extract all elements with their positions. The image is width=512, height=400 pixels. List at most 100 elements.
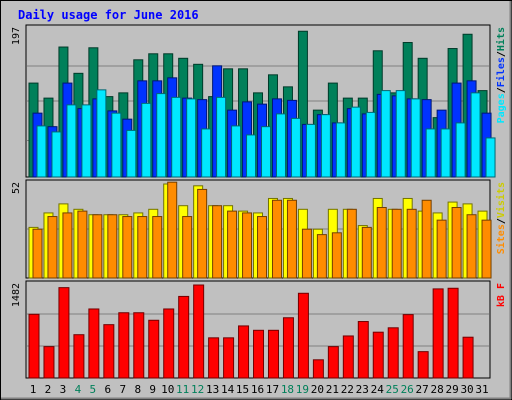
bar-kb-f-day-25 (387, 327, 399, 379)
bar-kb-f-day-3 (58, 287, 70, 379)
x-tick-label: 24 (371, 383, 385, 396)
bar-kb-f-day-18 (282, 317, 294, 379)
x-tick-label: 25 (386, 383, 399, 396)
bar-kb-f-day-4 (73, 334, 85, 379)
bar-sites-day-7 (122, 216, 133, 279)
bar-sites-day-30 (466, 214, 477, 279)
bar-pages-day-26 (410, 98, 421, 178)
bar-sites-day-31 (481, 219, 492, 279)
legend-entry: Files (495, 57, 507, 87)
legend: Sites/Visits (495, 182, 507, 254)
bar-sites-day-2 (47, 216, 58, 279)
x-tick-label: 22 (341, 383, 354, 396)
bar-pages-day-15 (246, 134, 257, 178)
x-tick-label: 17 (266, 383, 279, 396)
bar-sites-day-22 (346, 208, 357, 279)
x-tick-label: 23 (356, 383, 369, 396)
bar-sites-day-10 (167, 181, 178, 279)
bar-pages-day-28 (440, 128, 451, 178)
x-tick-label: 3 (60, 383, 67, 396)
bar-sites-day-26 (406, 208, 417, 279)
bar-sites-day-23 (361, 226, 372, 279)
bar-pages-day-12 (201, 128, 212, 178)
x-tick-label: 21 (326, 383, 339, 396)
legend-entry: Hits (495, 27, 507, 51)
bar-sites-day-11 (182, 216, 193, 279)
bar-pages-day-30 (470, 92, 481, 178)
bar-pages-day-19 (305, 123, 316, 178)
visits-panel: 52 Sites/Visits (11, 179, 507, 279)
bar-pages-day-25 (395, 90, 406, 178)
bar-kb-f-day-28 (432, 288, 444, 379)
x-tick-label: 13 (206, 383, 219, 396)
y-axis-max-label: 197 (11, 27, 22, 45)
bar-kb-f-day-17 (267, 329, 279, 379)
x-tick-label: 30 (460, 383, 473, 396)
bar-sites-day-19 (301, 228, 312, 279)
bar-sites-day-14 (227, 210, 238, 279)
bar-pages-day-14 (231, 125, 242, 178)
bar-kb-f-day-14 (223, 337, 235, 379)
bar-pages-day-24 (380, 90, 391, 178)
bar-sites-day-28 (436, 219, 447, 279)
bar-kb-f-day-11 (178, 295, 190, 379)
bar-kb-f-day-30 (462, 336, 474, 379)
x-tick-label: 5 (90, 383, 97, 396)
x-tick-label: 26 (401, 383, 414, 396)
bar-pages-day-20 (320, 114, 331, 178)
x-tick-label: 2 (45, 383, 52, 396)
x-tick-label: 9 (149, 383, 156, 396)
x-tick-label: 28 (431, 383, 444, 396)
x-tick-label: 10 (161, 383, 174, 396)
x-axis-labels: 1 2 3 4 5 6 7 8 9 10 11 12 13 14 15 16 17 18 19 20 21 22 23 24 2… (30, 383, 489, 396)
bar-pages-day-9 (156, 93, 167, 178)
bar-pages-day-16 (261, 126, 272, 178)
chart-title: Daily usage for June 2016 (18, 8, 199, 22)
x-tick-label: 29 (445, 383, 458, 396)
bar-sites-day-6 (107, 214, 118, 279)
x-tick-label: 15 (236, 383, 249, 396)
bar-kb-f-day-9 (148, 319, 160, 379)
bar-pages-day-21 (335, 122, 346, 178)
bar-pages-day-4 (81, 104, 92, 178)
y-axis-max-label: 52 (11, 182, 22, 194)
bar-kb-f-day-15 (238, 325, 250, 379)
bar-kb-f-day-23 (357, 321, 369, 379)
x-tick-label: 27 (416, 383, 429, 396)
bar-kb-f-day-5 (88, 308, 100, 379)
bar-kb-f-day-24 (372, 331, 384, 379)
bar-sites-day-4 (77, 210, 88, 279)
bar-kb-f-day-19 (297, 292, 309, 379)
bar-sites-day-20 (316, 234, 327, 279)
legend-entry: / (496, 87, 507, 93)
kbytes-panel: 1482 kB F (11, 280, 507, 379)
bar-pages-day-6 (111, 112, 122, 178)
y-axis-max-label: 1482 (11, 283, 22, 307)
bar-kb-f-day-16 (253, 329, 265, 379)
x-tick-label: 8 (134, 383, 141, 396)
bar-kb-f-day-27 (417, 351, 429, 379)
legend-entry: / (496, 51, 507, 57)
bar-kb-f-day-29 (447, 287, 459, 379)
x-tick-label: 12 (191, 383, 204, 396)
bar-kb-f-day-2 (43, 346, 55, 379)
legend: Pages/Files/Hits (495, 27, 507, 123)
bar-pages-day-27 (425, 128, 436, 178)
x-tick-label: 14 (221, 383, 235, 396)
bar-sites-day-25 (391, 208, 402, 279)
bar-sites-day-27 (421, 199, 432, 279)
bar-sites-day-21 (331, 232, 342, 279)
bar-kb-f-day-21 (327, 346, 339, 379)
bar-pages-day-8 (141, 102, 152, 178)
x-tick-label: 18 (281, 383, 294, 396)
x-tick-label: 19 (296, 383, 309, 396)
bar-pages-day-11 (186, 98, 197, 178)
bar-kb-f-day-6 (103, 324, 115, 379)
x-tick-label: 20 (311, 383, 324, 396)
legend-entry: kB (496, 295, 507, 307)
x-tick-label: 11 (176, 383, 189, 396)
bar-pages-day-2 (51, 131, 62, 178)
bar-pages-day-17 (275, 113, 286, 178)
x-tick-label: 16 (251, 383, 264, 396)
